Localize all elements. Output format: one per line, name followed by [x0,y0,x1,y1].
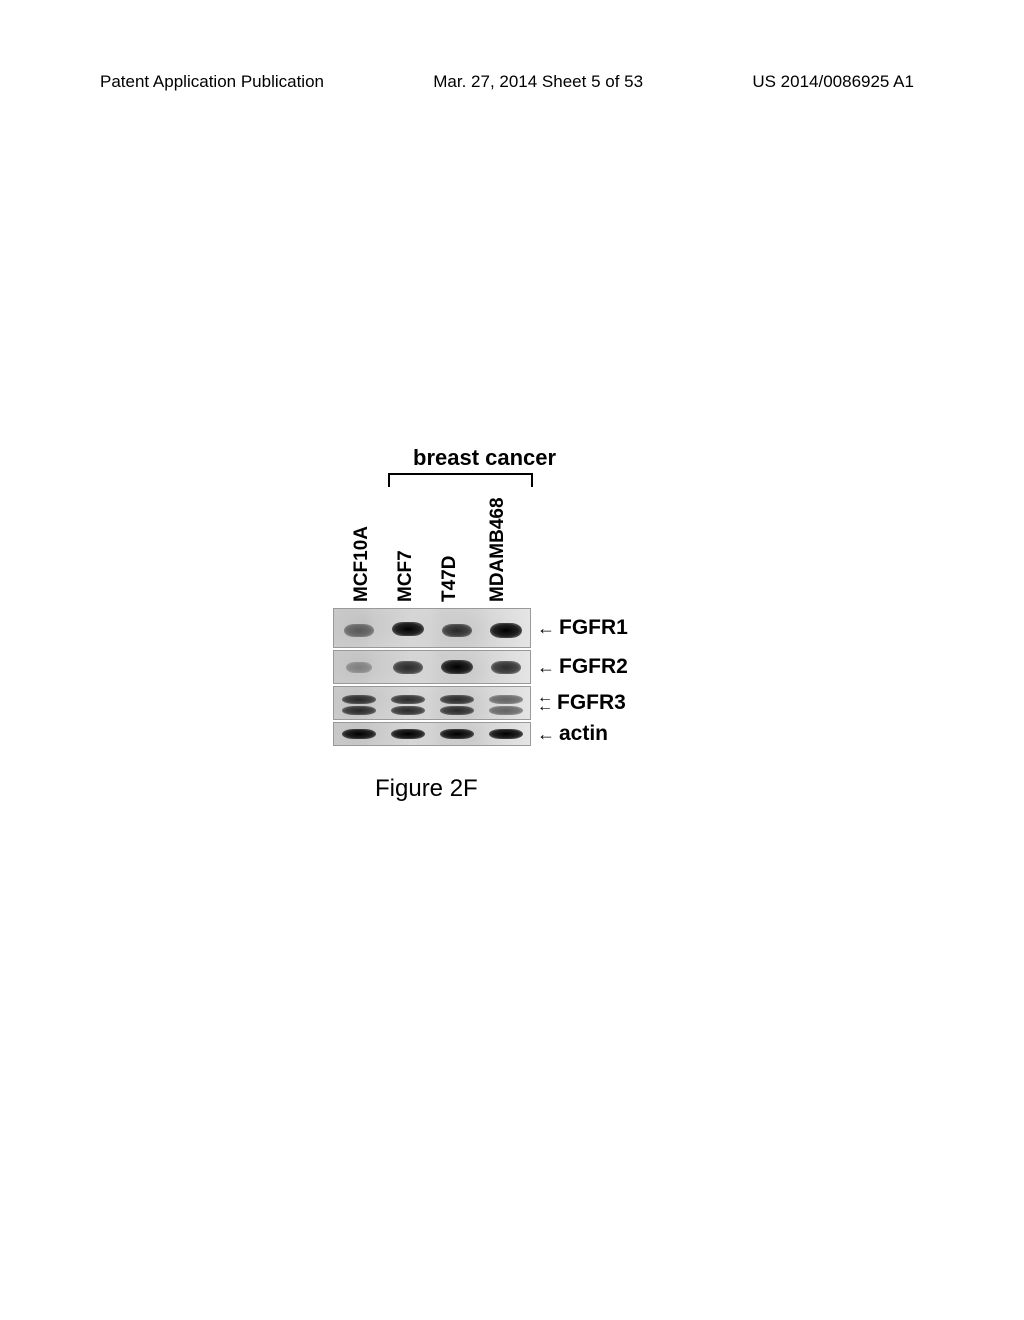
blot-panel [333,608,531,648]
band [440,695,474,704]
arrow-icon: ← [537,725,555,743]
band [489,729,523,739]
group-label: breast cancer [413,445,556,471]
lane-cell [481,723,530,745]
blot-row-fgfr2: ←FGFR2 [333,650,628,684]
lane-label-2: T47D [428,489,472,604]
band [393,661,423,674]
blot-row-fgfr3: ←←FGFR3 [333,686,628,720]
band [342,706,376,715]
blot-panel [333,722,531,746]
lane-cell [481,687,530,719]
band [440,706,474,715]
band [489,695,523,704]
row-label: FGFR2 [559,655,628,679]
group-bracket [388,473,533,487]
lane-labels: MCF10A MCF7 T47D MDAMB468 [330,489,524,604]
band [391,706,425,715]
band [344,624,374,637]
band [391,729,425,739]
band [441,660,473,674]
band [442,624,472,637]
row-label: FGFR3 [557,691,626,715]
band [440,729,474,739]
band [391,695,425,704]
row-label-wrap: ←actin [537,722,608,746]
blot-panel [333,686,531,720]
band [342,729,376,739]
header-left: Patent Application Publication [100,72,324,92]
header-right: US 2014/0086925 A1 [752,72,914,92]
page-header: Patent Application Publication Mar. 27, … [0,72,1024,92]
band [491,661,521,674]
blot-stack: ←FGFR1←FGFR2←←FGFR3←actin [333,608,628,748]
header-mid: Mar. 27, 2014 Sheet 5 of 53 [433,72,643,92]
band [489,706,523,715]
lane-cell [432,687,481,719]
band [342,695,376,704]
band [392,622,424,636]
lane-cell [432,651,481,683]
band [346,662,372,673]
lane-cell [383,651,432,683]
row-label: FGFR1 [559,616,628,640]
lane-cell [383,723,432,745]
arrow-icon: ← [537,619,555,637]
blot-panel [333,650,531,684]
arrow-icon: ←← [537,694,553,712]
lane-cell [334,723,383,745]
blot-row-actin: ←actin [333,722,628,746]
lane-label-1: MCF7 [384,489,428,604]
band [490,623,522,638]
lane-label-3: MDAMB468 [472,489,524,604]
lane-cell [481,651,530,683]
lane-cell [334,687,383,719]
lane-cell [481,609,530,647]
lane-label-0: MCF10A [340,489,384,604]
lane-cell [334,609,383,647]
blot-row-fgfr1: ←FGFR1 [333,608,628,648]
lane-cell [432,609,481,647]
row-label-wrap: ←←FGFR3 [537,691,626,715]
row-label: actin [559,722,608,746]
lane-cell [383,609,432,647]
figure-caption: Figure 2F [375,775,478,803]
lane-cell [334,651,383,683]
arrow-icon: ← [537,658,555,676]
row-label-wrap: ←FGFR2 [537,655,628,679]
row-label-wrap: ←FGFR1 [537,616,628,640]
lane-cell [432,723,481,745]
lane-cell [383,687,432,719]
